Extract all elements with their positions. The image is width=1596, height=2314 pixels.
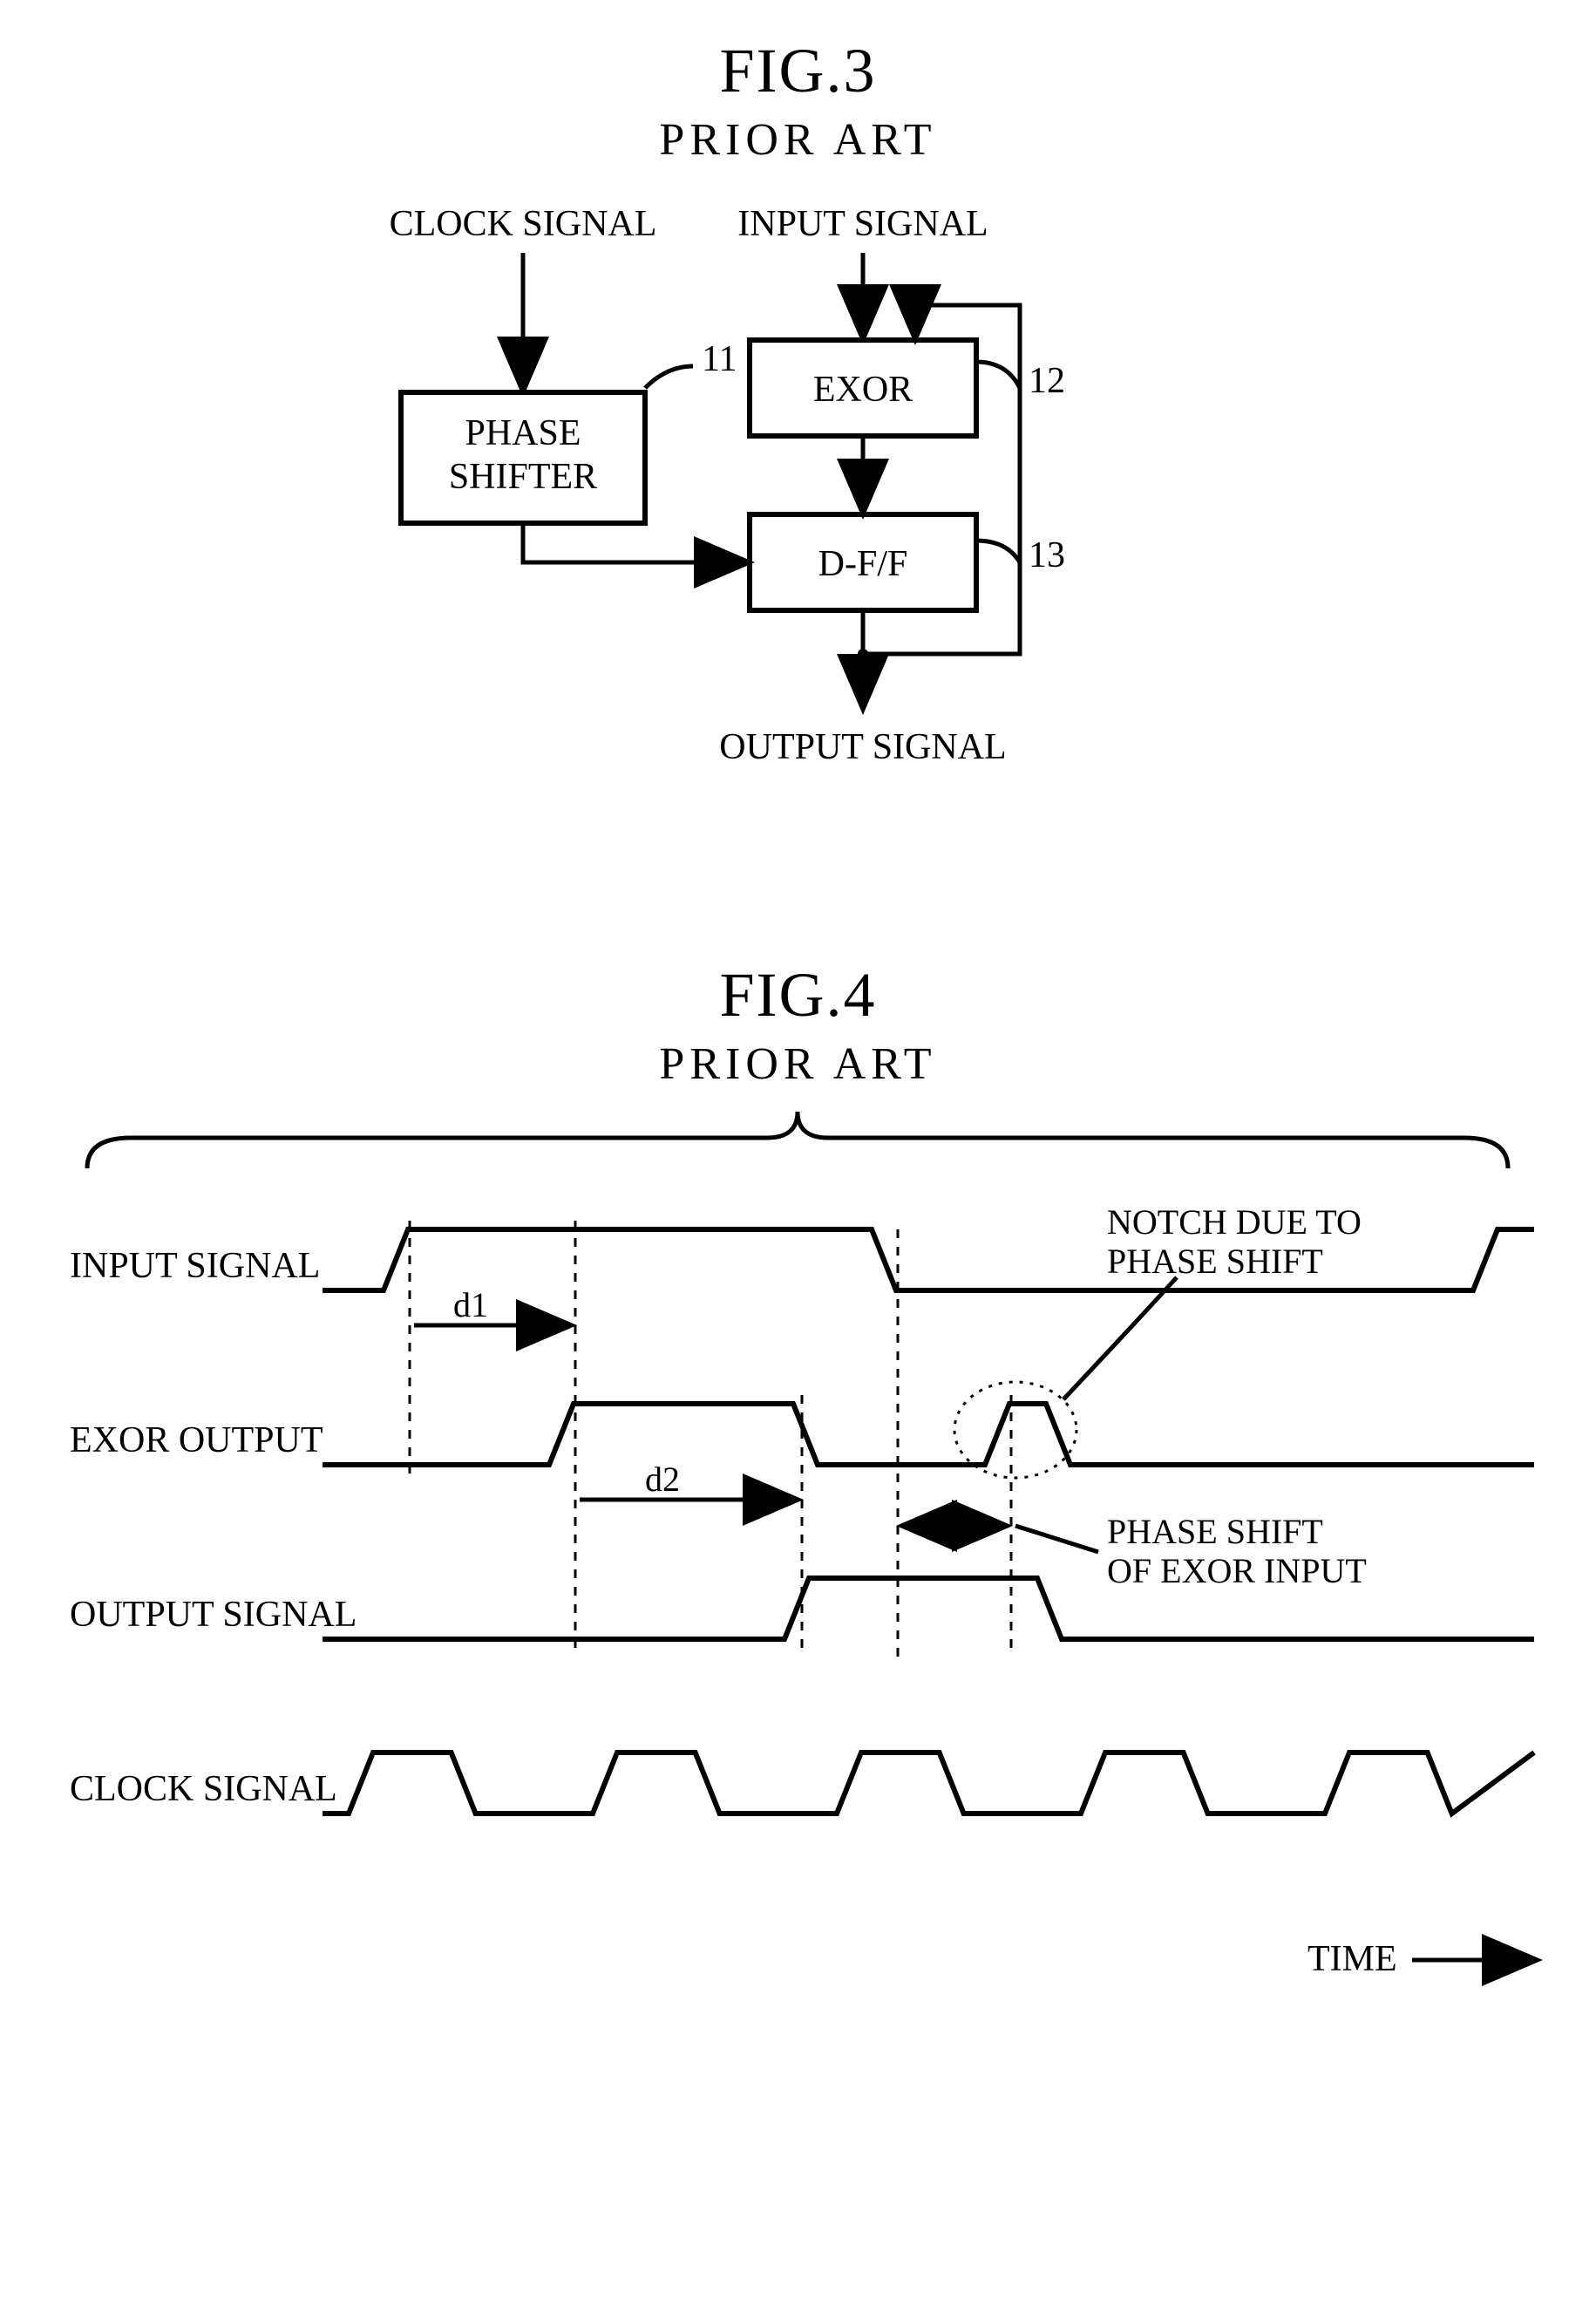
time-axis: TIME (1307, 1939, 1534, 1979)
output-signal-label: OUTPUT SIGNAL (719, 727, 1006, 767)
ref11: 11 (702, 339, 737, 379)
phase-shifter-label1: PHASE (465, 413, 581, 453)
ref12: 12 (1029, 361, 1065, 401)
d1-label: d1 (453, 1285, 488, 1324)
notch-text-2: PHASE SHIFT (1107, 1242, 1323, 1281)
row-label-clock: CLOCK SIGNAL (70, 1769, 337, 1809)
time-label: TIME (1307, 1939, 1397, 1979)
vdash-group (410, 1221, 1011, 1657)
phase-shift-text-2: OF EXOR INPUT (1107, 1551, 1367, 1590)
ref12-leader (976, 362, 1020, 388)
fig3-diagram: CLOCK SIGNAL INPUT SIGNAL PHASE SHIFTER … (35, 166, 1561, 820)
dff-label: D-F/F (818, 544, 908, 584)
ref13-leader (976, 541, 1020, 562)
fig4-diagram: INPUT SIGNAL EXOR OUTPUT OUTPUT SIGNAL C… (35, 1090, 1561, 2014)
exor-label: EXOR (813, 370, 913, 410)
d2-label: d2 (645, 1460, 680, 1499)
d1-dimension: d1 (414, 1285, 568, 1325)
fig3-svg: CLOCK SIGNAL INPUT SIGNAL PHASE SHIFTER … (35, 166, 1561, 820)
ref11-leader (645, 366, 693, 388)
top-brace (87, 1112, 1508, 1168)
fig3-subtitle: PRIOR ART (35, 114, 1561, 166)
phase-shift-text-1: PHASE SHIFT (1107, 1512, 1323, 1551)
phaseshifter-to-dff-arrow (523, 523, 746, 562)
fig4-number: FIG.4 (35, 959, 1561, 1031)
d2-dimension: d2 (580, 1460, 795, 1500)
fig4-svg: INPUT SIGNAL EXOR OUTPUT OUTPUT SIGNAL C… (35, 1090, 1561, 2014)
fig3-number: FIG.3 (35, 35, 1561, 107)
notch-text-1: NOTCH DUE TO (1107, 1202, 1362, 1242)
row-label-output: OUTPUT SIGNAL (70, 1595, 357, 1635)
input-signal-label: INPUT SIGNAL (737, 204, 988, 244)
row-label-exor: EXOR OUTPUT (70, 1420, 323, 1460)
notch-annotation: NOTCH DUE TO PHASE SHIFT (954, 1202, 1362, 1478)
clock-signal-label: CLOCK SIGNAL (390, 204, 657, 244)
phase-shifter-label2: SHIFTER (449, 457, 597, 497)
row-label-input: INPUT SIGNAL (70, 1246, 320, 1286)
fig4-subtitle: PRIOR ART (35, 1038, 1561, 1090)
ref13: 13 (1029, 535, 1065, 575)
exor-output-wave (323, 1404, 1534, 1465)
clock-signal-wave (323, 1753, 1534, 1814)
